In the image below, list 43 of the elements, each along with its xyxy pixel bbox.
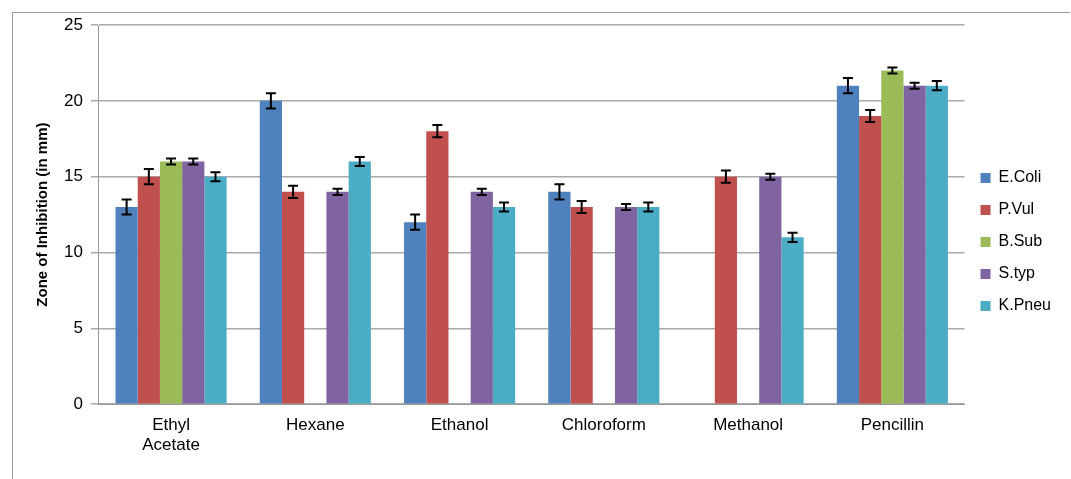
bar bbox=[881, 70, 904, 404]
x-tick-label: Pencillin bbox=[860, 415, 925, 435]
bar bbox=[426, 131, 449, 404]
bar bbox=[903, 85, 926, 404]
bar bbox=[259, 100, 282, 404]
bar bbox=[326, 191, 349, 404]
bar bbox=[637, 207, 660, 404]
legend-label: S.typ bbox=[998, 264, 1036, 282]
y-axis-title: Zone of Inhibition (in mm) bbox=[33, 122, 51, 307]
x-tick-label: Ethanol bbox=[430, 415, 489, 435]
bar bbox=[925, 85, 948, 404]
bar bbox=[159, 161, 183, 404]
y-tick-label: 5 bbox=[73, 318, 83, 338]
x-tick-label: Ethyl Acetate bbox=[142, 415, 200, 455]
legend-label: K.Pneu bbox=[998, 296, 1051, 314]
bar bbox=[570, 207, 593, 404]
bar bbox=[548, 191, 571, 404]
bar bbox=[137, 176, 160, 404]
bar bbox=[492, 207, 516, 404]
x-tick-label: Methanol bbox=[713, 415, 784, 435]
bar bbox=[859, 116, 882, 404]
bar bbox=[348, 161, 371, 404]
y-tick-label: 0 bbox=[73, 393, 83, 413]
legend-label: E.Coli bbox=[998, 168, 1042, 186]
bar bbox=[204, 176, 227, 404]
bar bbox=[115, 207, 138, 404]
y-tick-label: 10 bbox=[63, 242, 83, 262]
bar bbox=[781, 237, 804, 404]
y-tick-label: 25 bbox=[63, 14, 83, 34]
bar bbox=[614, 207, 638, 404]
bar bbox=[759, 176, 782, 404]
bar bbox=[404, 222, 427, 404]
bar bbox=[182, 161, 205, 404]
x-tick-label: Chloroform bbox=[561, 415, 646, 435]
bar bbox=[281, 191, 305, 404]
legend-label: B.Sub bbox=[998, 232, 1043, 250]
y-tick-label: 20 bbox=[63, 90, 83, 110]
bar bbox=[470, 191, 493, 404]
bar bbox=[714, 176, 738, 404]
x-tick-label: Hexane bbox=[286, 415, 345, 435]
legend-label: P.Vul bbox=[998, 200, 1035, 218]
bar bbox=[836, 85, 860, 404]
y-tick-label: 15 bbox=[63, 166, 83, 186]
